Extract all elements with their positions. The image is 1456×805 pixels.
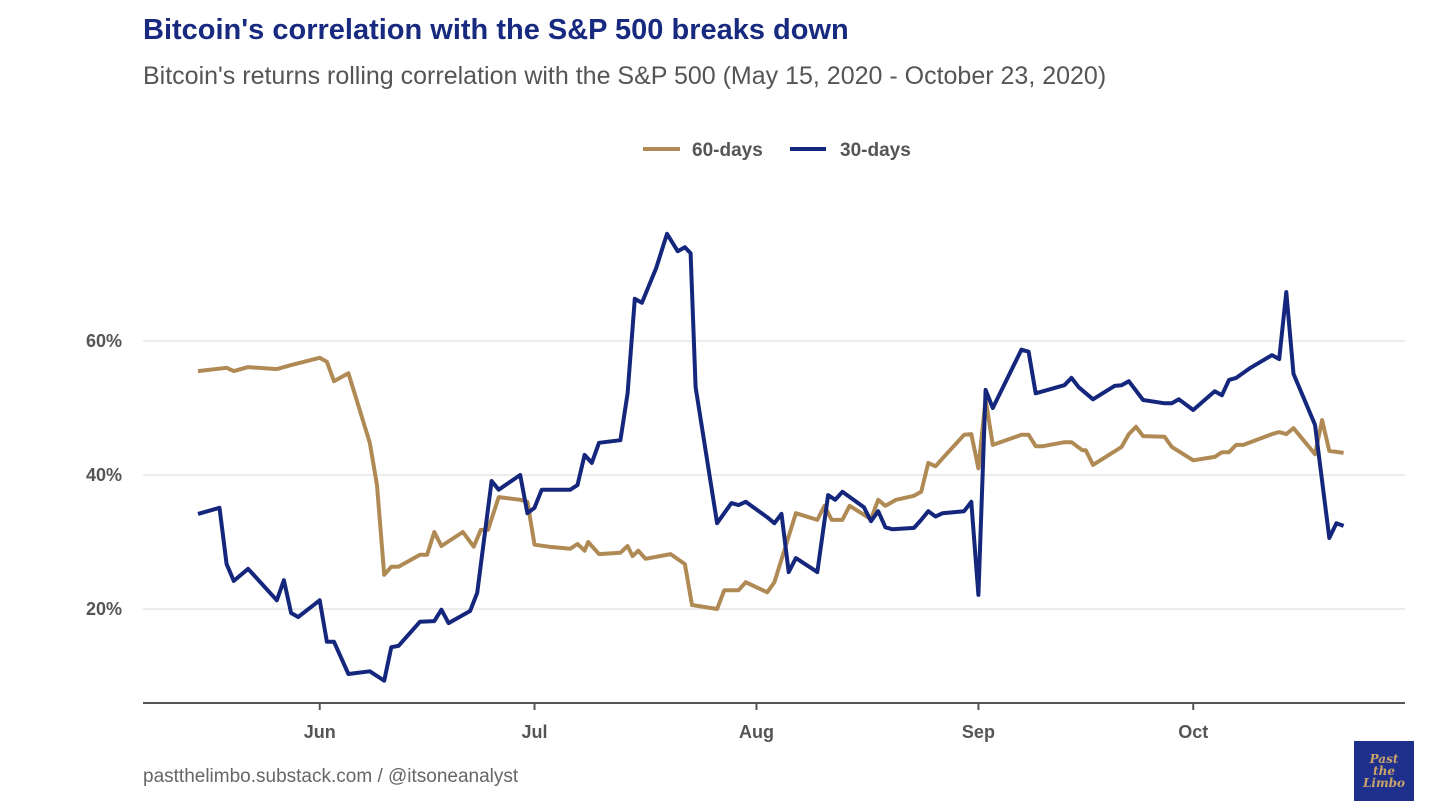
- y-tick-label: 60%: [86, 331, 122, 351]
- footer-credit: pastthelimbo.substack.com / @itsoneanaly…: [143, 766, 519, 787]
- series-line-30-days: [197, 231, 1345, 683]
- legend-label-30-days: 30-days: [840, 140, 911, 161]
- logo-text: the: [1373, 764, 1395, 778]
- y-tick-label: 40%: [86, 465, 122, 485]
- x-tick-label: Oct: [1178, 722, 1208, 742]
- logo-text: Limbo: [1362, 776, 1406, 790]
- logo: Past the Limbo: [1354, 741, 1414, 801]
- series-line-60-days: [197, 355, 1344, 611]
- x-tick-label: Jun: [304, 722, 336, 742]
- x-tick-label: Aug: [739, 722, 774, 742]
- y-tick-label: 20%: [86, 599, 122, 619]
- legend: 60-days 30-days: [643, 140, 911, 161]
- chart-title: Bitcoin's correlation with the S&P 500 b…: [143, 14, 849, 46]
- x-tick-label: Sep: [962, 722, 995, 742]
- legend-label-60-days: 60-days: [692, 140, 763, 161]
- x-tick-label: Jul: [522, 722, 548, 742]
- logo-text: Past: [1369, 752, 1399, 766]
- chart-subtitle: Bitcoin's returns rolling correlation wi…: [143, 62, 1107, 90]
